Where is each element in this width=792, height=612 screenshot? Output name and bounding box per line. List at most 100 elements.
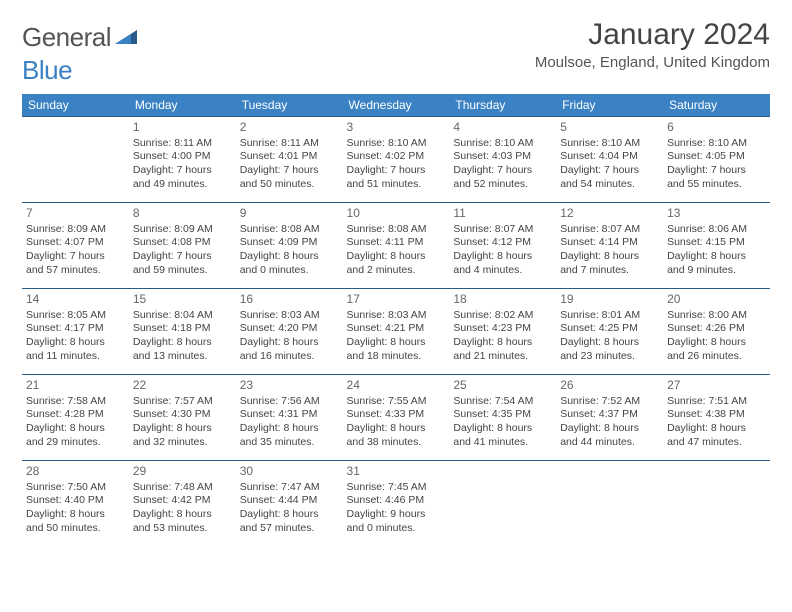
weekday-header: Friday: [556, 94, 663, 117]
day-number: 14: [26, 292, 125, 308]
day-number: 29: [133, 464, 232, 480]
logo-text-gray: General: [22, 22, 111, 53]
calendar-day-cell: 15Sunrise: 8:04 AMSunset: 4:18 PMDayligh…: [129, 289, 236, 375]
day-number: 21: [26, 378, 125, 394]
day-info: Sunrise: 8:10 AMSunset: 4:05 PMDaylight:…: [667, 137, 766, 192]
day-info: Sunrise: 8:00 AMSunset: 4:26 PMDaylight:…: [667, 309, 766, 364]
day-number: 1: [133, 120, 232, 136]
calendar-day-cell: 21Sunrise: 7:58 AMSunset: 4:28 PMDayligh…: [22, 375, 129, 461]
day-number: 9: [240, 206, 339, 222]
calendar-day-cell: 12Sunrise: 8:07 AMSunset: 4:14 PMDayligh…: [556, 203, 663, 289]
day-number: 5: [560, 120, 659, 136]
day-info: Sunrise: 8:03 AMSunset: 4:21 PMDaylight:…: [347, 309, 446, 364]
calendar-day-cell: 4Sunrise: 8:10 AMSunset: 4:03 PMDaylight…: [449, 117, 556, 203]
day-number: 11: [453, 206, 552, 222]
calendar-day-cell: 2Sunrise: 8:11 AMSunset: 4:01 PMDaylight…: [236, 117, 343, 203]
month-title: January 2024: [535, 18, 770, 52]
calendar-day-cell: 27Sunrise: 7:51 AMSunset: 4:38 PMDayligh…: [663, 375, 770, 461]
calendar-day-cell: 17Sunrise: 8:03 AMSunset: 4:21 PMDayligh…: [343, 289, 450, 375]
day-info: Sunrise: 8:01 AMSunset: 4:25 PMDaylight:…: [560, 309, 659, 364]
day-info: Sunrise: 7:57 AMSunset: 4:30 PMDaylight:…: [133, 395, 232, 450]
day-info: Sunrise: 8:11 AMSunset: 4:01 PMDaylight:…: [240, 137, 339, 192]
calendar-day-cell: 11Sunrise: 8:07 AMSunset: 4:12 PMDayligh…: [449, 203, 556, 289]
calendar-day-cell: 19Sunrise: 8:01 AMSunset: 4:25 PMDayligh…: [556, 289, 663, 375]
day-number: 31: [347, 464, 446, 480]
calendar-day-cell: 5Sunrise: 8:10 AMSunset: 4:04 PMDaylight…: [556, 117, 663, 203]
day-number: 17: [347, 292, 446, 308]
calendar-week-row: 7Sunrise: 8:09 AMSunset: 4:07 PMDaylight…: [22, 203, 770, 289]
calendar-day-cell: 20Sunrise: 8:00 AMSunset: 4:26 PMDayligh…: [663, 289, 770, 375]
weekday-header: Thursday: [449, 94, 556, 117]
calendar-empty-cell: [556, 461, 663, 547]
day-number: 18: [453, 292, 552, 308]
calendar-day-cell: 1Sunrise: 8:11 AMSunset: 4:00 PMDaylight…: [129, 117, 236, 203]
day-info: Sunrise: 7:54 AMSunset: 4:35 PMDaylight:…: [453, 395, 552, 450]
calendar-day-cell: 28Sunrise: 7:50 AMSunset: 4:40 PMDayligh…: [22, 461, 129, 547]
day-info: Sunrise: 7:45 AMSunset: 4:46 PMDaylight:…: [347, 481, 446, 536]
day-info: Sunrise: 7:52 AMSunset: 4:37 PMDaylight:…: [560, 395, 659, 450]
day-info: Sunrise: 8:03 AMSunset: 4:20 PMDaylight:…: [240, 309, 339, 364]
calendar-day-cell: 14Sunrise: 8:05 AMSunset: 4:17 PMDayligh…: [22, 289, 129, 375]
day-info: Sunrise: 8:08 AMSunset: 4:09 PMDaylight:…: [240, 223, 339, 278]
calendar-day-cell: 16Sunrise: 8:03 AMSunset: 4:20 PMDayligh…: [236, 289, 343, 375]
day-number: 8: [133, 206, 232, 222]
calendar-day-cell: 22Sunrise: 7:57 AMSunset: 4:30 PMDayligh…: [129, 375, 236, 461]
day-number: 26: [560, 378, 659, 394]
day-info: Sunrise: 8:07 AMSunset: 4:14 PMDaylight:…: [560, 223, 659, 278]
calendar-day-cell: 13Sunrise: 8:06 AMSunset: 4:15 PMDayligh…: [663, 203, 770, 289]
calendar-body: 1Sunrise: 8:11 AMSunset: 4:00 PMDaylight…: [22, 117, 770, 547]
day-number: 4: [453, 120, 552, 136]
calendar-day-cell: 23Sunrise: 7:56 AMSunset: 4:31 PMDayligh…: [236, 375, 343, 461]
day-info: Sunrise: 7:48 AMSunset: 4:42 PMDaylight:…: [133, 481, 232, 536]
day-number: 3: [347, 120, 446, 136]
day-info: Sunrise: 8:10 AMSunset: 4:04 PMDaylight:…: [560, 137, 659, 192]
day-number: 30: [240, 464, 339, 480]
day-info: Sunrise: 7:47 AMSunset: 4:44 PMDaylight:…: [240, 481, 339, 536]
day-info: Sunrise: 8:07 AMSunset: 4:12 PMDaylight:…: [453, 223, 552, 278]
weekday-header: Monday: [129, 94, 236, 117]
weekday-header: Saturday: [663, 94, 770, 117]
logo-text-blue: Blue: [22, 55, 72, 85]
day-info: Sunrise: 8:02 AMSunset: 4:23 PMDaylight:…: [453, 309, 552, 364]
day-info: Sunrise: 7:58 AMSunset: 4:28 PMDaylight:…: [26, 395, 125, 450]
calendar-empty-cell: [449, 461, 556, 547]
day-number: 13: [667, 206, 766, 222]
day-number: 16: [240, 292, 339, 308]
day-number: 28: [26, 464, 125, 480]
calendar-table: SundayMondayTuesdayWednesdayThursdayFrid…: [22, 94, 770, 547]
weekday-header: Wednesday: [343, 94, 450, 117]
weekday-header: Sunday: [22, 94, 129, 117]
day-number: 23: [240, 378, 339, 394]
day-number: 10: [347, 206, 446, 222]
day-number: 2: [240, 120, 339, 136]
calendar-week-row: 21Sunrise: 7:58 AMSunset: 4:28 PMDayligh…: [22, 375, 770, 461]
calendar-day-cell: 18Sunrise: 8:02 AMSunset: 4:23 PMDayligh…: [449, 289, 556, 375]
day-info: Sunrise: 8:04 AMSunset: 4:18 PMDaylight:…: [133, 309, 232, 364]
calendar-day-cell: 3Sunrise: 8:10 AMSunset: 4:02 PMDaylight…: [343, 117, 450, 203]
calendar-empty-cell: [663, 461, 770, 547]
logo: General: [22, 18, 139, 53]
calendar-day-cell: 29Sunrise: 7:48 AMSunset: 4:42 PMDayligh…: [129, 461, 236, 547]
day-info: Sunrise: 7:56 AMSunset: 4:31 PMDaylight:…: [240, 395, 339, 450]
calendar-week-row: 1Sunrise: 8:11 AMSunset: 4:00 PMDaylight…: [22, 117, 770, 203]
calendar-day-cell: 10Sunrise: 8:08 AMSunset: 4:11 PMDayligh…: [343, 203, 450, 289]
calendar-day-cell: 6Sunrise: 8:10 AMSunset: 4:05 PMDaylight…: [663, 117, 770, 203]
day-info: Sunrise: 8:09 AMSunset: 4:08 PMDaylight:…: [133, 223, 232, 278]
day-info: Sunrise: 7:50 AMSunset: 4:40 PMDaylight:…: [26, 481, 125, 536]
logo-triangle-icon: [115, 26, 137, 49]
calendar-day-cell: 8Sunrise: 8:09 AMSunset: 4:08 PMDaylight…: [129, 203, 236, 289]
day-info: Sunrise: 8:10 AMSunset: 4:03 PMDaylight:…: [453, 137, 552, 192]
day-number: 12: [560, 206, 659, 222]
day-info: Sunrise: 8:05 AMSunset: 4:17 PMDaylight:…: [26, 309, 125, 364]
day-number: 7: [26, 206, 125, 222]
day-info: Sunrise: 8:11 AMSunset: 4:00 PMDaylight:…: [133, 137, 232, 192]
calendar-day-cell: 30Sunrise: 7:47 AMSunset: 4:44 PMDayligh…: [236, 461, 343, 547]
calendar-week-row: 28Sunrise: 7:50 AMSunset: 4:40 PMDayligh…: [22, 461, 770, 547]
calendar-day-cell: 7Sunrise: 8:09 AMSunset: 4:07 PMDaylight…: [22, 203, 129, 289]
day-number: 27: [667, 378, 766, 394]
calendar-empty-cell: [22, 117, 129, 203]
day-info: Sunrise: 8:06 AMSunset: 4:15 PMDaylight:…: [667, 223, 766, 278]
day-info: Sunrise: 8:10 AMSunset: 4:02 PMDaylight:…: [347, 137, 446, 192]
day-number: 6: [667, 120, 766, 136]
calendar-day-cell: 31Sunrise: 7:45 AMSunset: 4:46 PMDayligh…: [343, 461, 450, 547]
